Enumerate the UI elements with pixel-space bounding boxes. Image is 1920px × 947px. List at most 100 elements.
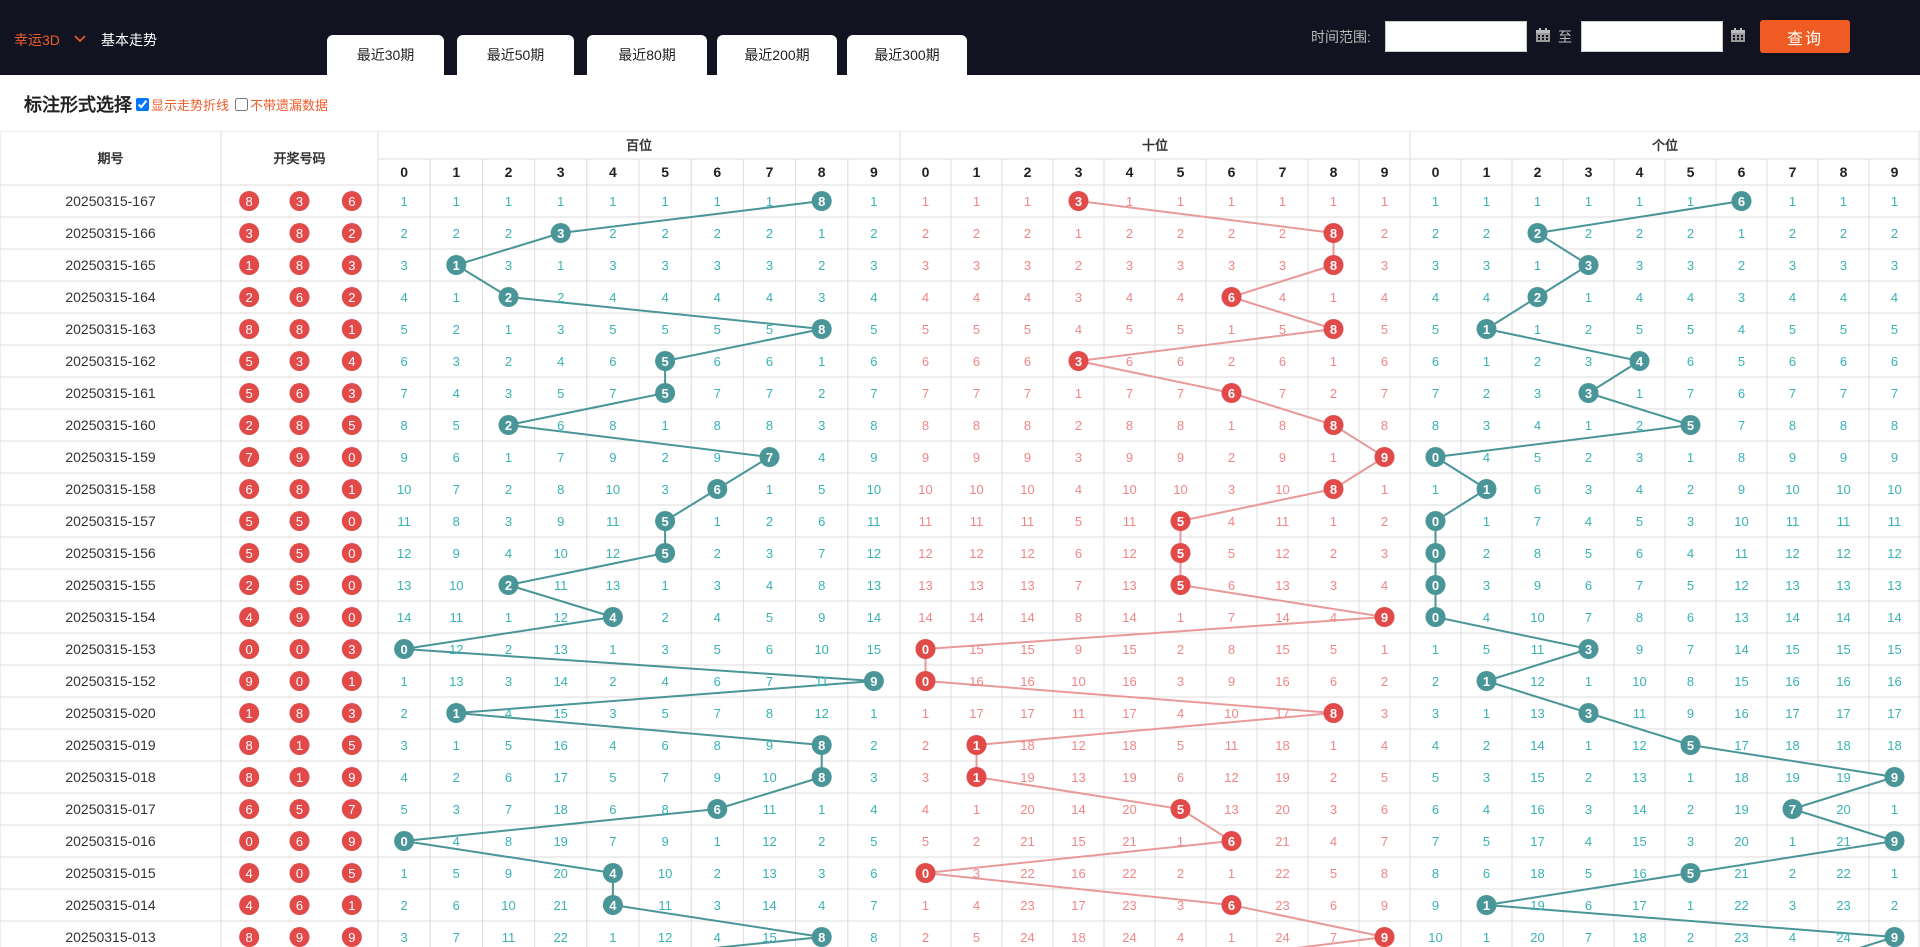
- draw-number: 2: [348, 226, 355, 241]
- miss-count: 16: [1632, 866, 1646, 881]
- miss-count: 1: [1687, 770, 1694, 785]
- hit-ball: [655, 383, 676, 403]
- miss-count: 24: [1836, 930, 1850, 945]
- digit-header: 0: [400, 164, 408, 180]
- show-trend-checkbox[interactable]: [136, 97, 149, 111]
- no-miss-checkbox[interactable]: [235, 97, 249, 111]
- no-miss-option[interactable]: 不带遗漏数据: [235, 95, 328, 114]
- draw-number: 0: [296, 674, 303, 689]
- period-id: 20250315-162: [65, 353, 156, 369]
- miss-count: 8: [1177, 418, 1184, 433]
- miss-count: 1: [453, 194, 460, 209]
- draw-ball: [239, 319, 260, 339]
- miss-count: 15: [553, 706, 567, 721]
- miss-count: 2: [922, 930, 929, 945]
- chevron-down-icon[interactable]: [74, 32, 86, 44]
- draw-number: 0: [348, 546, 355, 561]
- miss-count: 5: [870, 834, 877, 849]
- tab-recent-200[interactable]: 最近200期: [717, 35, 837, 75]
- miss-count: 14: [1020, 610, 1034, 625]
- miss-count: 1: [818, 226, 825, 241]
- miss-count: 12: [606, 546, 620, 561]
- miss-count: 6: [1279, 354, 1286, 369]
- miss-count: 1: [1024, 194, 1031, 209]
- hit-ball: [655, 511, 676, 531]
- miss-count: 4: [1381, 578, 1388, 593]
- draw-number: 3: [296, 194, 303, 209]
- hit-number: 0: [400, 642, 407, 657]
- lottery-selector[interactable]: 幸运3D: [14, 32, 60, 48]
- show-trend-option[interactable]: 显示走势折线: [136, 95, 229, 114]
- miss-count: 3: [1177, 258, 1184, 273]
- miss-count: 3: [1585, 802, 1592, 817]
- miss-count: 4: [818, 450, 825, 465]
- miss-count: 1: [661, 578, 668, 593]
- miss-count: 1: [973, 802, 980, 817]
- start-date-input[interactable]: [1385, 21, 1527, 52]
- query-button[interactable]: 查询: [1760, 20, 1850, 53]
- miss-count: 5: [400, 802, 407, 817]
- hit-number: 5: [1177, 802, 1184, 817]
- hit-ball: [1425, 607, 1446, 627]
- miss-count: 3: [870, 770, 877, 785]
- draw-number: 0: [348, 610, 355, 625]
- trend-segment: [664, 328, 822, 362]
- end-date-input[interactable]: [1581, 21, 1723, 52]
- miss-count: 11: [1225, 738, 1239, 753]
- digit-header: 4: [609, 164, 617, 180]
- miss-count: 8: [1534, 546, 1541, 561]
- hit-ball: [1170, 543, 1191, 563]
- hit-number: 3: [1585, 642, 1592, 657]
- miss-count: 3: [400, 930, 407, 945]
- hit-ball: [602, 863, 623, 883]
- miss-count: 7: [1687, 642, 1694, 657]
- miss-count: 1: [1330, 290, 1337, 305]
- hit-ball: [1680, 415, 1701, 435]
- trend-segment: [1231, 296, 1334, 330]
- miss-count: 3: [1075, 450, 1082, 465]
- trend-segment: [403, 840, 614, 874]
- draw-ball: [289, 479, 310, 499]
- draw-ball: [341, 639, 362, 659]
- miss-count: 8: [1840, 418, 1847, 433]
- tab-recent-300[interactable]: 最近300期: [847, 35, 967, 75]
- tab-recent-50[interactable]: 最近50期: [457, 35, 574, 75]
- calendar-icon[interactable]: [1535, 27, 1551, 43]
- period-id: 20250315-161: [65, 385, 156, 401]
- miss-count: 1: [714, 194, 721, 209]
- miss-count: 2: [1279, 226, 1286, 241]
- tab-recent-30[interactable]: 最近30期: [327, 35, 444, 75]
- miss-count: 20: [1530, 930, 1544, 945]
- hit-ball: [1323, 319, 1344, 339]
- draw-number: 5: [296, 514, 303, 529]
- miss-count: 2: [453, 322, 460, 337]
- draw-ball: [341, 383, 362, 403]
- miss-count: 3: [505, 386, 512, 401]
- miss-count: 8: [1126, 418, 1133, 433]
- miss-count: 22: [553, 930, 567, 945]
- miss-count: 8: [1024, 418, 1031, 433]
- trend-segment: [717, 776, 822, 810]
- trend-segment: [1486, 648, 1589, 682]
- hit-number: 3: [1585, 386, 1592, 401]
- draw-ball: [289, 671, 310, 691]
- miss-count: 19: [1020, 770, 1034, 785]
- miss-count: 4: [1891, 290, 1898, 305]
- miss-count: 15: [1275, 642, 1289, 657]
- miss-count: 3: [1483, 578, 1490, 593]
- tab-recent-80[interactable]: 最近80期: [587, 35, 707, 75]
- hit-number: 9: [1891, 770, 1898, 785]
- draw-ball: [289, 543, 310, 563]
- miss-count: 2: [661, 610, 668, 625]
- miss-count: 18: [553, 802, 567, 817]
- draw-number: 9: [296, 450, 303, 465]
- calendar-icon[interactable]: [1730, 27, 1746, 43]
- miss-count: 7: [714, 386, 721, 401]
- miss-count: 16: [1734, 706, 1748, 721]
- miss-count: 14: [1122, 610, 1136, 625]
- miss-count: 19: [1530, 898, 1544, 913]
- miss-count: 5: [1330, 866, 1337, 881]
- draw-number: 8: [296, 226, 303, 241]
- draw-ball: [289, 607, 310, 627]
- miss-count: 7: [766, 674, 773, 689]
